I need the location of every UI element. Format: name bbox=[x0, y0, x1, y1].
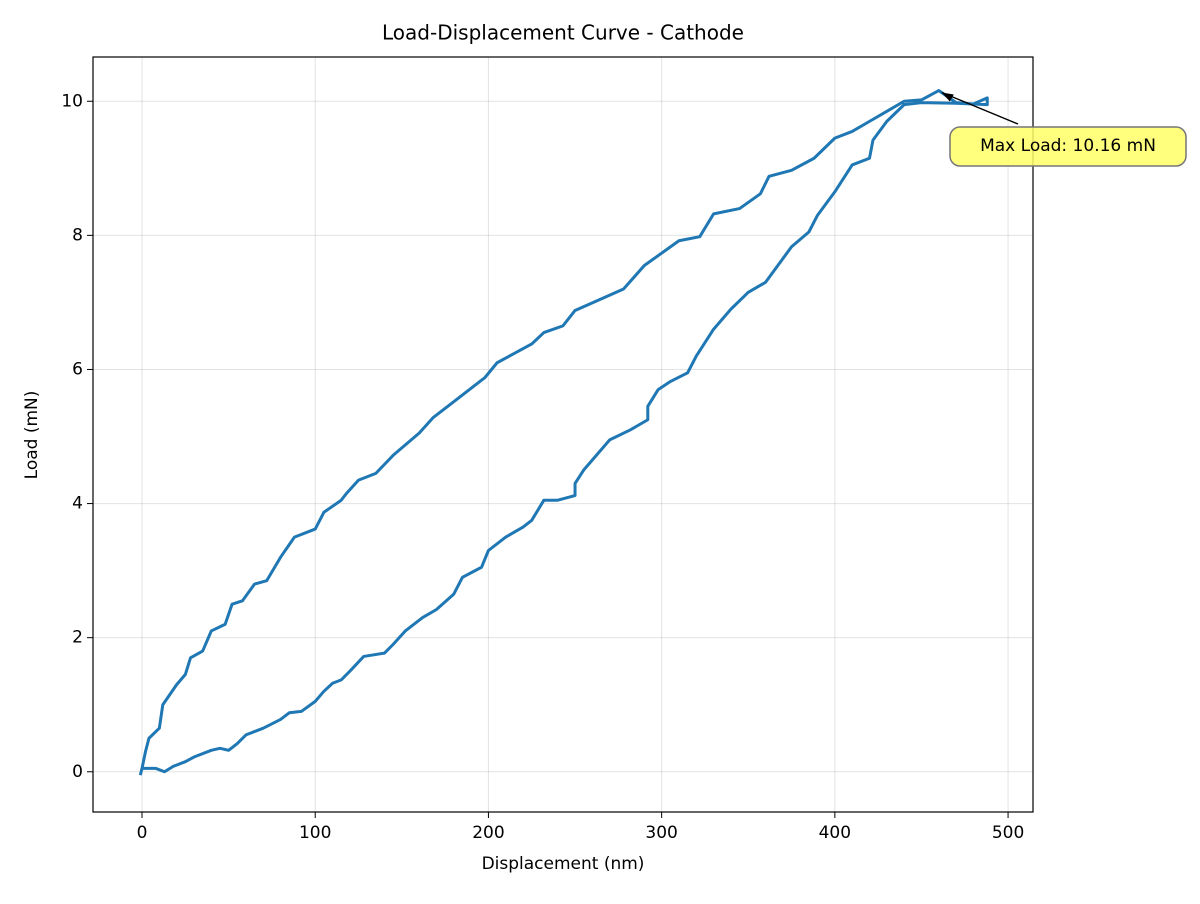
x-axis-label: Displacement (nm) bbox=[482, 854, 645, 874]
annotation-box bbox=[949, 126, 1187, 167]
chart-title: Load-Displacement Curve - Cathode bbox=[382, 21, 744, 45]
x-tick-label: 500 bbox=[992, 823, 1024, 843]
y-tick-label: 4 bbox=[72, 494, 83, 514]
y-tick-label: 8 bbox=[72, 225, 83, 245]
x-tick-label: 400 bbox=[819, 823, 851, 843]
annotation-arrow bbox=[941, 91, 1019, 125]
y-tick-label: 0 bbox=[72, 762, 83, 782]
annotation-text: Max Load: 10.16 mN bbox=[980, 136, 1156, 156]
x-tick-label: 300 bbox=[645, 823, 677, 843]
data-line bbox=[138, 89, 989, 776]
x-tick-label: 100 bbox=[299, 823, 331, 843]
y-axis-label: Load (mN) bbox=[22, 391, 42, 480]
x-tick-label: 200 bbox=[472, 823, 504, 843]
y-tick-label: 2 bbox=[72, 628, 83, 648]
y-tick-label: 6 bbox=[72, 359, 83, 379]
plot-frame bbox=[92, 56, 1034, 813]
y-tick-label: 10 bbox=[61, 91, 83, 111]
annotation-arrowhead bbox=[941, 92, 954, 102]
x-tick-label: 0 bbox=[137, 823, 148, 843]
